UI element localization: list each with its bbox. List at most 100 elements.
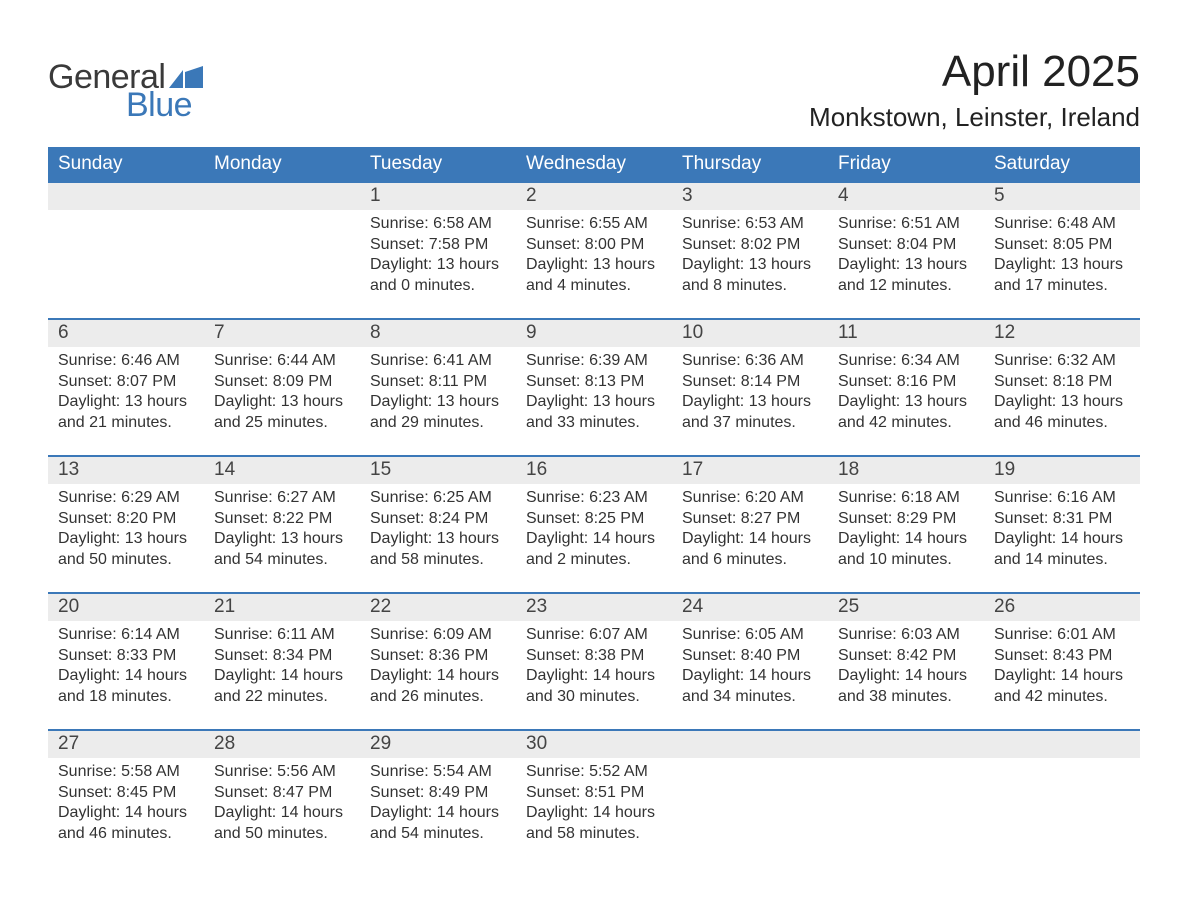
day-number: 22 <box>360 594 516 621</box>
daylight-line-1: Daylight: 13 hours <box>682 255 818 275</box>
daylight-line-2: and 30 minutes. <box>526 687 662 707</box>
daylight-line-1: Daylight: 13 hours <box>838 255 974 275</box>
daylight-line-1: Daylight: 14 hours <box>526 529 662 549</box>
day-number: 17 <box>672 457 828 484</box>
week-row: 20212223242526Sunrise: 6:14 AMSunset: 8:… <box>48 592 1140 729</box>
sunset-line: Sunset: 8:00 PM <box>526 235 662 255</box>
day-number: 18 <box>828 457 984 484</box>
content-row: Sunrise: 5:58 AMSunset: 8:45 PMDaylight:… <box>48 758 1140 866</box>
day-number: 10 <box>672 320 828 347</box>
sunset-line: Sunset: 8:20 PM <box>58 509 194 529</box>
sunrise-line: Sunrise: 5:58 AM <box>58 762 194 782</box>
day-number <box>984 731 1140 758</box>
day-cell: Sunrise: 6:41 AMSunset: 8:11 PMDaylight:… <box>360 347 516 455</box>
daylight-line-1: Daylight: 14 hours <box>214 803 350 823</box>
sunset-line: Sunset: 8:14 PM <box>682 372 818 392</box>
location: Monkstown, Leinster, Ireland <box>809 102 1140 133</box>
sunrise-line: Sunrise: 6:23 AM <box>526 488 662 508</box>
daylight-line-2: and 46 minutes. <box>994 413 1130 433</box>
sunset-line: Sunset: 8:47 PM <box>214 783 350 803</box>
sunset-line: Sunset: 8:05 PM <box>994 235 1130 255</box>
day-cell: Sunrise: 6:55 AMSunset: 8:00 PMDaylight:… <box>516 210 672 318</box>
daylight-line-1: Daylight: 13 hours <box>838 392 974 412</box>
content-row: Sunrise: 6:46 AMSunset: 8:07 PMDaylight:… <box>48 347 1140 455</box>
sunset-line: Sunset: 8:04 PM <box>838 235 974 255</box>
daynum-row: 27282930 <box>48 731 1140 758</box>
daylight-line-2: and 12 minutes. <box>838 276 974 296</box>
sunset-line: Sunset: 8:40 PM <box>682 646 818 666</box>
daylight-line-1: Daylight: 13 hours <box>526 255 662 275</box>
daylight-line-1: Daylight: 14 hours <box>838 529 974 549</box>
daylight-line-2: and 25 minutes. <box>214 413 350 433</box>
month-title: April 2025 <box>809 48 1140 96</box>
daylight-line-1: Daylight: 14 hours <box>370 666 506 686</box>
sunrise-line: Sunrise: 6:20 AM <box>682 488 818 508</box>
sunrise-line: Sunrise: 6:25 AM <box>370 488 506 508</box>
day-cell: Sunrise: 5:52 AMSunset: 8:51 PMDaylight:… <box>516 758 672 866</box>
day-cell: Sunrise: 6:53 AMSunset: 8:02 PMDaylight:… <box>672 210 828 318</box>
weekday-friday: Friday <box>828 147 984 183</box>
sunset-line: Sunset: 8:49 PM <box>370 783 506 803</box>
daylight-line-2: and 37 minutes. <box>682 413 818 433</box>
daylight-line-2: and 50 minutes. <box>58 550 194 570</box>
sunset-line: Sunset: 8:34 PM <box>214 646 350 666</box>
sunset-line: Sunset: 8:42 PM <box>838 646 974 666</box>
daylight-line-1: Daylight: 13 hours <box>58 529 194 549</box>
daylight-line-2: and 21 minutes. <box>58 413 194 433</box>
day-cell: Sunrise: 6:05 AMSunset: 8:40 PMDaylight:… <box>672 621 828 729</box>
sunset-line: Sunset: 8:29 PM <box>838 509 974 529</box>
daylight-line-1: Daylight: 14 hours <box>682 666 818 686</box>
sunrise-line: Sunrise: 6:34 AM <box>838 351 974 371</box>
daylight-line-1: Daylight: 14 hours <box>370 803 506 823</box>
daylight-line-2: and 38 minutes. <box>838 687 974 707</box>
weekday-thursday: Thursday <box>672 147 828 183</box>
daylight-line-2: and 50 minutes. <box>214 824 350 844</box>
sunrise-line: Sunrise: 6:41 AM <box>370 351 506 371</box>
sunrise-line: Sunrise: 6:01 AM <box>994 625 1130 645</box>
daylight-line-1: Daylight: 13 hours <box>370 392 506 412</box>
day-number: 25 <box>828 594 984 621</box>
daylight-line-1: Daylight: 14 hours <box>838 666 974 686</box>
sunrise-line: Sunrise: 6:46 AM <box>58 351 194 371</box>
sunset-line: Sunset: 8:27 PM <box>682 509 818 529</box>
daylight-line-2: and 58 minutes. <box>370 550 506 570</box>
daylight-line-1: Daylight: 14 hours <box>214 666 350 686</box>
daynum-row: 6789101112 <box>48 320 1140 347</box>
sunrise-line: Sunrise: 6:05 AM <box>682 625 818 645</box>
sunrise-line: Sunrise: 6:18 AM <box>838 488 974 508</box>
content-row: Sunrise: 6:29 AMSunset: 8:20 PMDaylight:… <box>48 484 1140 592</box>
daylight-line-2: and 46 minutes. <box>58 824 194 844</box>
sunrise-line: Sunrise: 6:16 AM <box>994 488 1130 508</box>
sunset-line: Sunset: 8:13 PM <box>526 372 662 392</box>
day-number: 21 <box>204 594 360 621</box>
day-number: 9 <box>516 320 672 347</box>
day-number: 26 <box>984 594 1140 621</box>
day-number: 24 <box>672 594 828 621</box>
day-cell: Sunrise: 6:51 AMSunset: 8:04 PMDaylight:… <box>828 210 984 318</box>
day-cell <box>828 758 984 866</box>
daynum-row: 12345 <box>48 183 1140 210</box>
day-number: 11 <box>828 320 984 347</box>
weekday-tuesday: Tuesday <box>360 147 516 183</box>
day-number: 3 <box>672 183 828 210</box>
sunrise-line: Sunrise: 6:53 AM <box>682 214 818 234</box>
daylight-line-2: and 42 minutes. <box>994 687 1130 707</box>
day-number: 12 <box>984 320 1140 347</box>
sunrise-line: Sunrise: 6:39 AM <box>526 351 662 371</box>
weekday-sunday: Sunday <box>48 147 204 183</box>
sunset-line: Sunset: 8:36 PM <box>370 646 506 666</box>
daylight-line-2: and 26 minutes. <box>370 687 506 707</box>
day-cell <box>204 210 360 318</box>
day-number: 5 <box>984 183 1140 210</box>
daynum-row: 13141516171819 <box>48 457 1140 484</box>
day-cell: Sunrise: 6:14 AMSunset: 8:33 PMDaylight:… <box>48 621 204 729</box>
daylight-line-2: and 4 minutes. <box>526 276 662 296</box>
day-number: 27 <box>48 731 204 758</box>
day-cell: Sunrise: 6:20 AMSunset: 8:27 PMDaylight:… <box>672 484 828 592</box>
daylight-line-2: and 29 minutes. <box>370 413 506 433</box>
daylight-line-2: and 42 minutes. <box>838 413 974 433</box>
day-cell: Sunrise: 6:07 AMSunset: 8:38 PMDaylight:… <box>516 621 672 729</box>
sunrise-line: Sunrise: 6:44 AM <box>214 351 350 371</box>
sunset-line: Sunset: 8:09 PM <box>214 372 350 392</box>
daylight-line-1: Daylight: 13 hours <box>214 529 350 549</box>
